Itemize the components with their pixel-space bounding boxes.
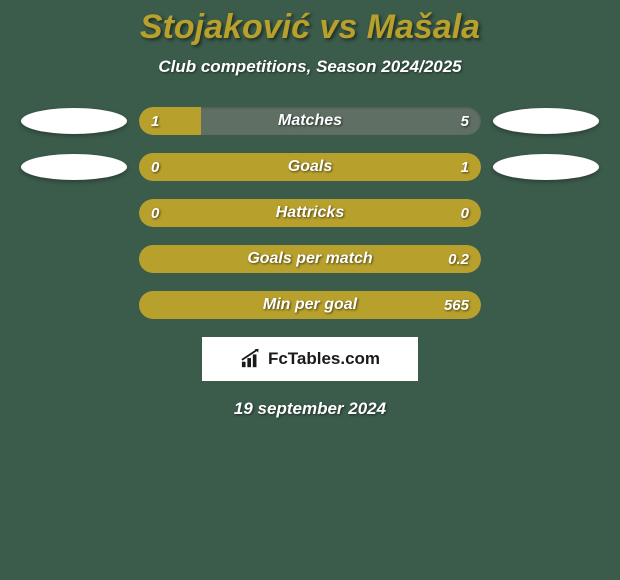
stat-row: 0Hattricks0: [0, 199, 620, 227]
stat-bar: 1Matches5: [139, 107, 481, 135]
stat-bar: Min per goal565: [139, 291, 481, 319]
stat-label: Goals: [139, 153, 481, 181]
logo-text: FcTables.com: [268, 349, 380, 369]
stat-bar: Goals per match0.2: [139, 245, 481, 273]
stat-label: Matches: [139, 107, 481, 135]
player-right-badge: [493, 108, 599, 134]
stat-bar: 0Goals1: [139, 153, 481, 181]
stat-bar: 0Hattricks0: [139, 199, 481, 227]
stat-value-right: 0: [461, 199, 469, 227]
player-right-badge: [493, 154, 599, 180]
stat-value-right: 565: [444, 291, 469, 319]
subtitle: Club competitions, Season 2024/2025: [0, 57, 620, 77]
chart-icon: [240, 349, 262, 369]
stat-value-right: 1: [461, 153, 469, 181]
stat-value-right: 5: [461, 107, 469, 135]
stat-row: 1Matches5: [0, 107, 620, 135]
stat-row: 0Goals1: [0, 153, 620, 181]
page-title: Stojaković vs Mašala: [0, 8, 620, 47]
stats-area: 1Matches50Goals10Hattricks0Goals per mat…: [0, 107, 620, 319]
source-logo[interactable]: FcTables.com: [202, 337, 418, 381]
stat-row: Min per goal565: [0, 291, 620, 319]
stat-label: Goals per match: [139, 245, 481, 273]
player-left-badge: [21, 154, 127, 180]
stat-label: Min per goal: [139, 291, 481, 319]
stat-label: Hattricks: [139, 199, 481, 227]
stat-value-right: 0.2: [448, 245, 469, 273]
stat-row: Goals per match0.2: [0, 245, 620, 273]
player-left-badge: [21, 108, 127, 134]
comparison-container: Stojaković vs Mašala Club competitions, …: [0, 0, 620, 419]
date-label: 19 september 2024: [0, 399, 620, 419]
